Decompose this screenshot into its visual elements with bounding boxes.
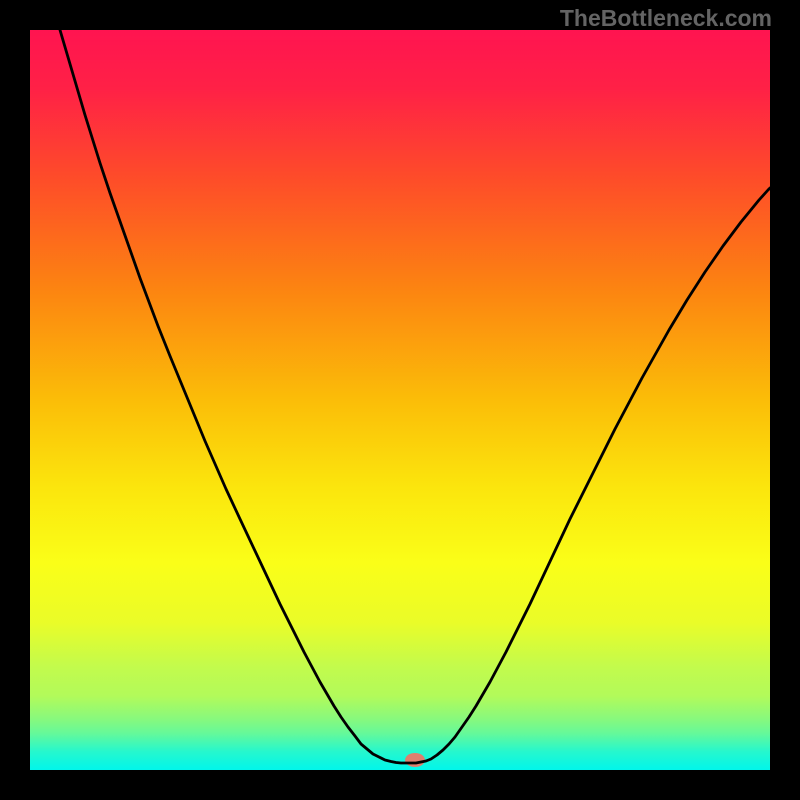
curve-layer [30, 30, 770, 770]
watermark-text: TheBottleneck.com [560, 5, 772, 32]
bottleneck-curve [60, 30, 770, 763]
chart-container: TheBottleneck.com [0, 0, 800, 800]
plot-area [30, 30, 770, 770]
minimum-marker [405, 753, 425, 767]
